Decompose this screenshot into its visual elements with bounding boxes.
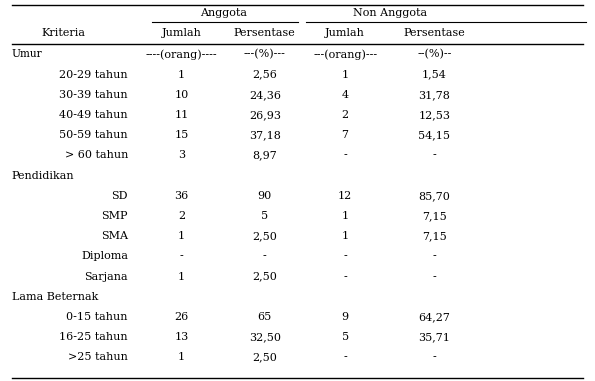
Text: Sarjana: Sarjana [84,272,128,282]
Text: 7: 7 [342,130,349,140]
Text: 16-25 tahun: 16-25 tahun [60,332,128,342]
Text: 1: 1 [178,272,185,282]
Text: ----(orang)----: ----(orang)---- [146,49,217,60]
Text: 20-29 tahun: 20-29 tahun [60,70,128,80]
Text: Persentase: Persentase [234,28,296,38]
Text: Diploma: Diploma [81,251,128,261]
Text: 1: 1 [342,70,349,80]
Text: 5: 5 [261,211,268,221]
Text: 1: 1 [178,231,185,241]
Text: 4: 4 [342,90,349,100]
Text: 2,50: 2,50 [252,272,277,282]
Text: Anggota: Anggota [200,8,246,18]
Text: 1: 1 [178,70,185,80]
Text: 2,56: 2,56 [252,70,277,80]
Text: SMP: SMP [101,211,128,221]
Text: 26,93: 26,93 [249,110,281,120]
Text: -: - [433,251,436,261]
Text: SD: SD [111,191,128,201]
Text: > 60 tahun: > 60 tahun [64,150,128,160]
Text: 7,15: 7,15 [422,231,447,241]
Text: Lama Beternak: Lama Beternak [12,292,98,302]
Text: -: - [343,352,347,362]
Text: Pendidikan: Pendidikan [12,171,74,181]
Text: -: - [433,272,436,282]
Text: 54,15: 54,15 [418,130,450,140]
Text: -: - [343,150,347,160]
Text: 36: 36 [174,191,189,201]
Text: -: - [343,251,347,261]
Text: 85,70: 85,70 [418,191,450,201]
Text: 35,71: 35,71 [418,332,450,342]
Text: 1: 1 [342,231,349,241]
Text: ---(%)---: ---(%)--- [244,49,286,59]
Text: SMA: SMA [101,231,128,241]
Text: 26: 26 [174,312,189,322]
Text: 11: 11 [174,110,189,120]
Text: 8,97: 8,97 [252,150,277,160]
Text: Kriteria: Kriteria [42,28,86,38]
Text: 2: 2 [342,110,349,120]
Text: 50-59 tahun: 50-59 tahun [60,130,128,140]
Text: -: - [343,272,347,282]
Text: Non Anggota: Non Anggota [353,8,427,18]
Text: 37,18: 37,18 [249,130,281,140]
Text: 2,50: 2,50 [252,352,277,362]
Text: 12,53: 12,53 [418,110,450,120]
Text: Jumlah: Jumlah [325,28,365,38]
Text: Persentase: Persentase [403,28,465,38]
Text: 1: 1 [342,211,349,221]
Text: 0-15 tahun: 0-15 tahun [67,312,128,322]
Text: 65: 65 [258,312,272,322]
Text: 30-39 tahun: 30-39 tahun [60,90,128,100]
Text: 90: 90 [258,191,272,201]
Text: 13: 13 [174,332,189,342]
Text: 15: 15 [174,130,189,140]
Text: Umur: Umur [12,50,43,59]
Text: 1: 1 [178,352,185,362]
Text: 5: 5 [342,332,349,342]
Text: >25 tahun: >25 tahun [68,352,128,362]
Text: 31,78: 31,78 [418,90,450,100]
Text: 2: 2 [178,211,185,221]
Text: 40-49 tahun: 40-49 tahun [60,110,128,120]
Text: 32,50: 32,50 [249,332,281,342]
Text: 1,54: 1,54 [422,70,447,80]
Text: 3: 3 [178,150,185,160]
Text: 2,50: 2,50 [252,231,277,241]
Text: -: - [433,150,436,160]
Text: --(%)--: --(%)-- [417,49,452,59]
Text: 7,15: 7,15 [422,211,447,221]
Text: 12: 12 [338,191,352,201]
Text: -: - [180,251,183,261]
Text: ---(orang)---: ---(orang)--- [313,49,377,60]
Text: Jumlah: Jumlah [161,28,202,38]
Text: 9: 9 [342,312,349,322]
Text: -: - [433,352,436,362]
Text: 64,27: 64,27 [418,312,450,322]
Text: 24,36: 24,36 [249,90,281,100]
Text: -: - [263,251,267,261]
Text: 10: 10 [174,90,189,100]
